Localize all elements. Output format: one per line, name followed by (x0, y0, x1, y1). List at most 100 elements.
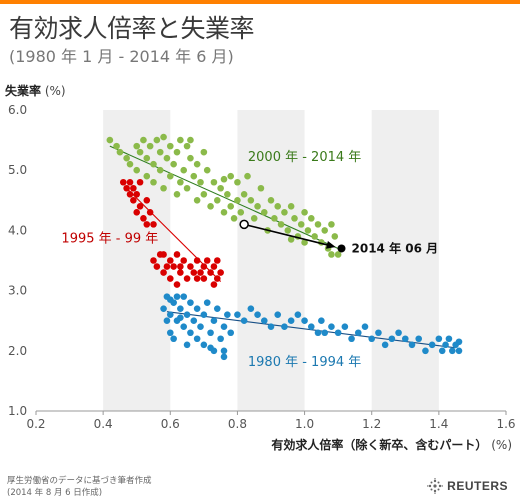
data-point (213, 275, 221, 282)
data-point (160, 184, 167, 192)
data-point (150, 221, 157, 228)
data-point (207, 203, 214, 210)
data-point (126, 190, 134, 198)
data-point (301, 317, 308, 325)
shaded-bands (103, 110, 439, 411)
data-point (136, 203, 144, 210)
data-point (200, 275, 208, 282)
data-point (381, 341, 389, 349)
data-point (274, 203, 282, 210)
data-point (177, 305, 184, 312)
data-point (314, 329, 322, 337)
source-note: 厚生労働省のデータに基づき筆者作成 (7, 476, 152, 486)
x-tick-label: 1.0 (295, 417, 314, 431)
data-point (146, 209, 154, 216)
data-point (200, 341, 208, 349)
data-point (177, 136, 184, 144)
data-point (220, 209, 228, 216)
series-labels: 2000 年 - 2014 年 1995 年 - 99 年 1980 年 - 199… (61, 150, 361, 370)
data-point (133, 166, 141, 174)
data-point (448, 347, 456, 355)
data-point (254, 311, 261, 318)
data-point (180, 166, 188, 174)
data-point (156, 148, 164, 156)
data-point (314, 221, 322, 228)
y-tick-label: 1.0 (8, 404, 27, 418)
data-point (193, 275, 201, 282)
data-point (287, 203, 295, 210)
data-point (187, 154, 194, 162)
axes: 0.2 0.4 0.6 0.8 1.0 1.2 1.4 1.6 1.0 2.0 3.0 4.0 5.0 6… (8, 103, 516, 431)
data-point (227, 203, 235, 210)
series-label: 2000 年 - 2014 年 (248, 150, 361, 165)
data-point (395, 329, 402, 337)
data-point (197, 178, 204, 186)
data-point (163, 263, 171, 270)
data-point (143, 197, 151, 204)
brand-name: REUTERS (447, 479, 508, 493)
data-point (274, 311, 282, 318)
x-tick-label: 1.6 (496, 417, 515, 431)
data-point (140, 136, 147, 144)
data-point (203, 257, 211, 264)
data-point (166, 296, 174, 303)
data-point (203, 166, 211, 174)
data-point (150, 178, 157, 186)
data-point (260, 317, 268, 325)
data-point (166, 311, 174, 318)
x-axis-title: 有効求人倍率（除く新卒、含むパート） (271, 438, 488, 452)
data-point (173, 251, 181, 258)
data-point (217, 269, 224, 276)
data-point (234, 311, 241, 318)
y-tick-label: 3.0 (8, 284, 27, 298)
data-point (190, 172, 198, 180)
data-point (220, 323, 228, 331)
data-point (435, 335, 443, 343)
data-point (224, 190, 231, 198)
data-point (260, 209, 268, 216)
y-axis-unit: (%) (44, 84, 66, 98)
data-point (334, 329, 342, 337)
data-point (301, 209, 308, 216)
data-point (136, 178, 144, 186)
data-point (267, 323, 275, 331)
data-point (146, 142, 154, 150)
data-point (173, 148, 181, 156)
data-point (213, 197, 221, 204)
data-point (130, 197, 137, 204)
data-point (183, 311, 191, 318)
data-point (183, 275, 191, 282)
data-point (328, 251, 335, 258)
chart-title: 有効求人倍率と失業率 (9, 14, 255, 43)
data-point (193, 305, 201, 312)
data-point (136, 148, 144, 156)
data-point (187, 299, 194, 306)
y-tick-label: 6.0 (8, 103, 27, 117)
data-point (297, 221, 305, 228)
data-point (177, 263, 184, 270)
data-point (126, 160, 134, 168)
data-point (193, 257, 201, 264)
data-point (200, 190, 208, 198)
data-point (160, 251, 167, 258)
data-point (217, 335, 224, 343)
shaded-band (103, 110, 171, 411)
data-point (207, 344, 214, 352)
shaded-band (371, 110, 439, 411)
x-tick-label: 0.6 (161, 417, 180, 431)
data-point (331, 233, 339, 240)
data-point (150, 160, 157, 168)
data-point (177, 314, 184, 321)
x-axis-unit: (%) (491, 438, 512, 452)
data-point (354, 329, 362, 337)
data-point (156, 166, 164, 174)
reuters-logo: REUTERS (427, 478, 508, 494)
data-point (267, 197, 275, 204)
data-point (294, 311, 302, 318)
shaded-band (237, 110, 305, 411)
data-point (203, 299, 211, 306)
data-point (180, 257, 188, 264)
data-point (247, 305, 255, 312)
data-point (237, 209, 245, 216)
data-point (304, 227, 312, 234)
